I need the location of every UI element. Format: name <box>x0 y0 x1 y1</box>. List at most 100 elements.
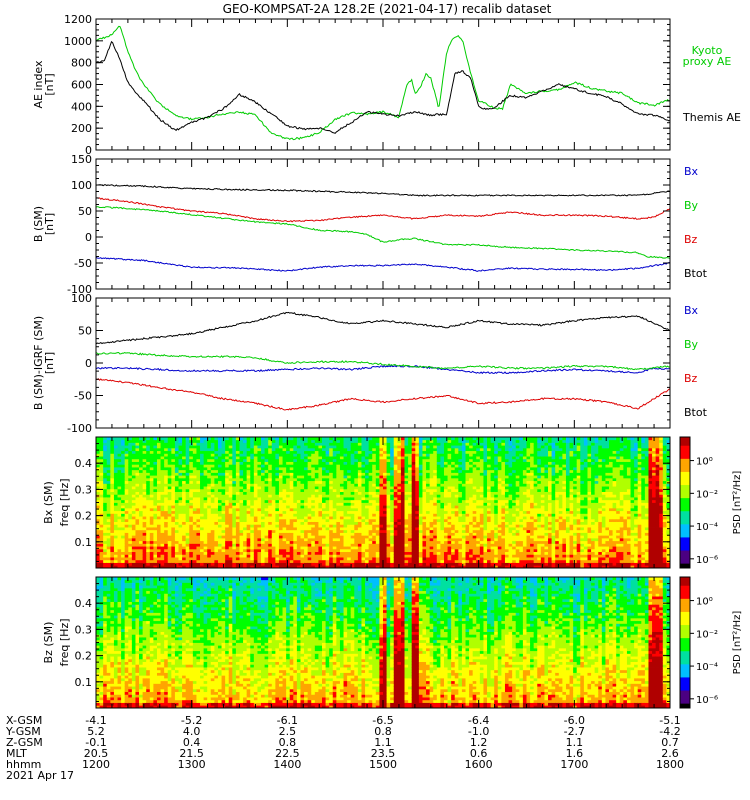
spectrogram-cell <box>332 510 337 514</box>
spectrogram-cell <box>400 467 405 471</box>
spectrogram-cell <box>433 480 438 484</box>
spectrogram-cell <box>271 529 276 533</box>
spectrogram-cell <box>235 477 240 482</box>
spectrogram-cell <box>286 437 291 441</box>
spectrogram-cell <box>110 548 115 553</box>
spectrogram-cell <box>253 464 258 468</box>
spectrogram-cell <box>375 456 380 460</box>
spectrogram-cell <box>354 486 359 490</box>
spectrogram-cell <box>350 516 355 520</box>
spectrogram-cell <box>253 521 258 525</box>
spectrogram-cell <box>304 529 309 533</box>
spectrogram-cell <box>293 486 298 490</box>
spectrogram-cell <box>307 472 312 476</box>
spectrogram-cell <box>339 494 344 498</box>
spectrogram-cell <box>228 548 233 553</box>
spectrogram-cell <box>103 494 108 498</box>
spectrogram-cell <box>261 458 266 462</box>
spectrogram-cell <box>217 464 222 468</box>
spectrogram-cell <box>426 499 431 503</box>
spectrogram-cell <box>139 499 144 503</box>
spectrogram-cell <box>178 450 183 454</box>
spectrogram-cell <box>343 497 348 501</box>
spectrogram-cell <box>124 537 129 542</box>
spectrogram-cell <box>217 505 222 509</box>
spectrogram-cell <box>239 532 244 536</box>
spectrogram-cell <box>325 551 330 555</box>
spectrogram-cell <box>246 562 251 566</box>
spectrogram-cell <box>153 464 158 468</box>
spectrogram-cell <box>106 477 111 482</box>
spectrogram-cell <box>253 494 258 498</box>
spectrogram-cell <box>296 486 301 490</box>
spectrogram-cell <box>383 529 387 533</box>
spectrogram-cell <box>146 565 151 569</box>
spectrogram-cell <box>372 453 377 457</box>
spectrogram-cell <box>397 488 402 492</box>
spectrogram-cell <box>135 513 140 517</box>
spectrogram-cell <box>278 475 283 479</box>
spectrogram-cell <box>264 497 269 501</box>
spectrogram-cell <box>365 475 370 479</box>
spectrogram-cell <box>253 559 258 563</box>
spectrogram-cell <box>271 546 276 550</box>
spectrogram-cell <box>271 521 276 525</box>
spectrogram-cell <box>106 450 111 454</box>
spectrogram-cell <box>422 469 427 473</box>
spectrogram-cell <box>318 510 323 514</box>
spectrogram-cell <box>217 469 222 473</box>
spectrogram-cell <box>361 565 366 569</box>
spectrogram-cell <box>322 437 326 441</box>
spectrogram-cell <box>232 483 237 487</box>
spectrogram-cell <box>153 450 158 454</box>
spectrogram-cell <box>429 507 434 512</box>
spectrogram-cell <box>296 551 301 555</box>
spectrogram-cell <box>203 499 208 503</box>
spectrogram-cell <box>178 453 183 457</box>
spectrogram-cell <box>139 467 144 471</box>
spectrogram-cell <box>264 494 269 498</box>
spectrogram-cell <box>121 437 126 441</box>
spectrogram-cell <box>135 458 140 462</box>
spectrogram-cell <box>225 456 230 460</box>
spectrogram-cell <box>386 445 391 449</box>
spectrogram-cell <box>400 505 405 509</box>
spectrogram-cell <box>383 557 387 561</box>
spectrogram-cell <box>408 437 413 441</box>
spectrogram-cell <box>192 494 197 498</box>
spectrogram-cell <box>103 472 108 476</box>
spectrogram-cell <box>117 439 122 443</box>
figure-title: GEO-KOMPSAT-2A 128.2E (2021-04-17) recal… <box>223 2 552 16</box>
spectrogram-cell <box>282 554 287 558</box>
spectrogram-cell <box>174 483 179 487</box>
spectrogram-cell <box>415 456 420 460</box>
spectrogram-cell <box>379 502 384 506</box>
spectrogram-cell <box>232 507 237 512</box>
spectrogram-cell <box>322 543 326 547</box>
spectrogram-cell <box>131 497 136 501</box>
spectrogram-cell <box>390 497 395 501</box>
y-axis-label: [nT] <box>43 352 56 374</box>
spectrogram-cell <box>404 442 409 446</box>
spectrogram-cell <box>153 505 158 509</box>
spectrogram-cell <box>268 543 273 547</box>
spectrogram-cell <box>210 529 215 533</box>
spectrogram-cell <box>217 535 222 539</box>
spectrogram-cell <box>386 507 391 512</box>
spectrogram-cell <box>253 453 258 457</box>
spectrogram-cell <box>339 565 344 569</box>
spectrogram-cell <box>253 527 258 531</box>
spectrogram-cell <box>318 537 323 542</box>
spectrogram-cell <box>415 546 420 550</box>
spectrogram-cell <box>390 532 395 536</box>
spectrogram-cell <box>393 450 398 454</box>
spectrogram-cell <box>232 546 237 550</box>
spectrogram-cell <box>336 469 341 473</box>
spectrogram-cell <box>386 513 391 517</box>
spectrogram-cell <box>250 513 255 517</box>
spectrogram-cell <box>117 510 122 514</box>
spectrogram-cell <box>232 518 237 523</box>
spectrogram-cell <box>408 532 413 536</box>
spectrogram-cell <box>383 502 387 506</box>
spectrogram-cell <box>400 475 405 479</box>
